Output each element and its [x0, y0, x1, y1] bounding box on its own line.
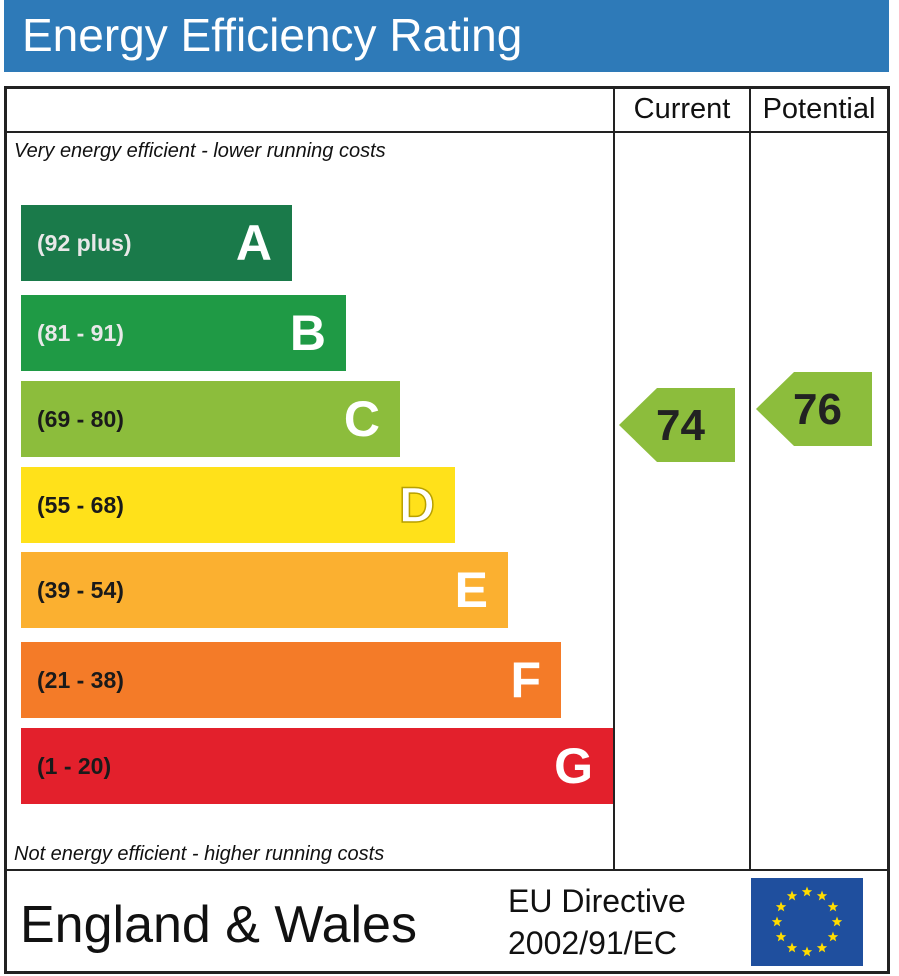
eu-flag-icon	[751, 878, 863, 966]
potential-rating-value: 76	[793, 385, 842, 434]
potential-column-header: Potential	[762, 93, 876, 125]
band-range-label: (21 - 38)	[37, 667, 124, 693]
band-a: (92 plus) A	[21, 205, 292, 281]
current-rating-value: 74	[656, 401, 705, 450]
band-range-label: (1 - 20)	[37, 753, 112, 779]
band-letter: B	[289, 305, 326, 361]
eu-directive-line1: EU Directive	[508, 883, 686, 919]
header-divider	[4, 131, 890, 133]
eu-star	[816, 890, 828, 901]
region-label: England & Wales	[20, 896, 417, 954]
eu-star	[786, 942, 798, 953]
band-f: (21 - 38) F	[21, 642, 561, 718]
top-caption: Very energy efficient - lower running co…	[14, 140, 386, 162]
band-letter: E	[454, 562, 488, 618]
eu-star	[801, 946, 813, 957]
eu-directive-line2: 2002/91/EC	[508, 925, 678, 961]
band-d: (55 - 68) D	[21, 467, 455, 543]
current-column-divider	[613, 86, 615, 871]
band-letter: C	[343, 391, 380, 447]
eu-star	[771, 916, 783, 927]
eu-star	[827, 931, 839, 942]
eu-star	[786, 890, 798, 901]
band-letter: A	[235, 215, 272, 271]
eu-star	[775, 901, 787, 912]
eu-directive-label: EU Directive 2002/91/EC	[508, 880, 686, 964]
band-b: (81 - 91) B	[21, 295, 346, 371]
eu-star	[827, 901, 839, 912]
title-bar: Energy Efficiency Rating	[4, 0, 889, 72]
band-range-label: (39 - 54)	[37, 577, 124, 603]
footer-divider	[4, 869, 890, 871]
current-arrow-shape	[619, 388, 735, 462]
eu-star	[816, 942, 828, 953]
page-title: Energy Efficiency Rating	[22, 9, 523, 61]
potential-column-divider	[749, 86, 751, 871]
band-e: (39 - 54) E	[21, 552, 508, 628]
eu-star	[831, 916, 843, 927]
band-range-label: (81 - 91)	[37, 320, 124, 346]
current-rating-arrow	[619, 388, 735, 462]
eu-star	[801, 886, 813, 897]
eu-star	[775, 931, 787, 942]
band-g: (1 - 20) G	[21, 728, 613, 804]
band-letter: D	[398, 476, 436, 534]
band-range-label: (92 plus)	[37, 230, 132, 256]
band-range-label: (69 - 80)	[37, 406, 124, 432]
bottom-caption: Not energy efficient - higher running co…	[14, 843, 385, 865]
potential-rating-arrow	[756, 372, 872, 446]
rating-frame	[4, 86, 890, 974]
band-letter: G	[554, 738, 593, 794]
current-column-header: Current	[633, 93, 731, 125]
band-range-label: (55 - 68)	[37, 492, 124, 518]
potential-arrow-shape	[756, 372, 872, 446]
band-c: (69 - 80) C	[21, 381, 400, 457]
band-letter: F	[510, 652, 541, 708]
